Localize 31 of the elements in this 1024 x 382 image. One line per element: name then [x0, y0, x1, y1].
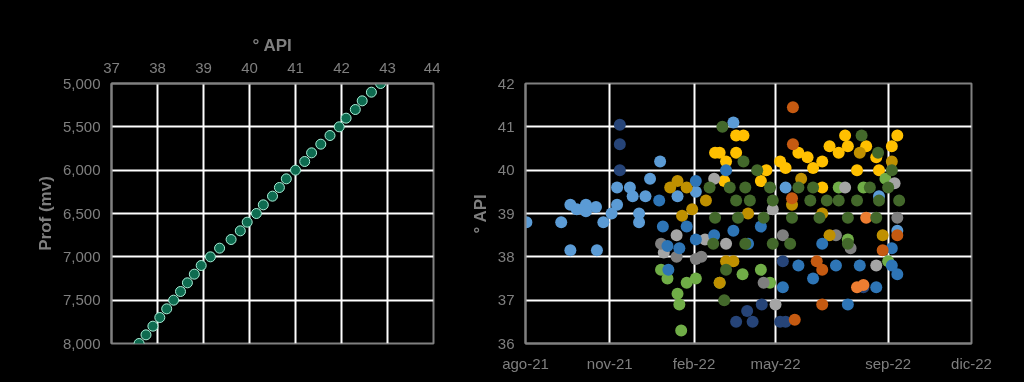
- y-tick-label: 41: [497, 117, 515, 135]
- x-tick-label: 43: [379, 58, 396, 76]
- x-tick-label: 40: [241, 58, 258, 76]
- y-tick-label: 6,000: [62, 161, 101, 179]
- y-tick-label: 40: [497, 161, 515, 179]
- x-tick-label: dic-22: [951, 354, 992, 372]
- y-tick-label: 5,500: [62, 117, 101, 135]
- x-tick-label: 41: [287, 58, 304, 76]
- x-axis-title: ° API: [252, 35, 292, 55]
- x-tick-label: 39: [195, 58, 212, 76]
- x-tick-label: 38: [149, 58, 166, 76]
- y-tick-label: 37: [497, 291, 515, 309]
- y-tick-label: 6,500: [62, 204, 101, 222]
- x-tick-label: feb-22: [672, 354, 716, 372]
- x-tick-label: 44: [423, 58, 441, 76]
- y-tick-label: 7,500: [62, 291, 101, 309]
- y-tick-label: 5,000: [62, 74, 101, 92]
- y-axis-title: ° API: [470, 194, 490, 234]
- x-tick-label: ago-21: [502, 354, 549, 372]
- y-tick-label: 36: [497, 334, 515, 352]
- x-tick-label: 42: [333, 58, 350, 76]
- y-tick-label: 38: [497, 247, 515, 265]
- x-tick-label: sep-22: [865, 354, 912, 372]
- x-tick-label: 37: [103, 58, 120, 76]
- y-tick-label: 8,000: [62, 334, 101, 352]
- x-tick-label: may-22: [750, 354, 801, 372]
- y-tick-label: 39: [497, 204, 515, 222]
- x-tick-label: nov-21: [586, 354, 633, 372]
- y-axis-title: Prof (mv): [35, 176, 55, 251]
- y-tick-label: 42: [497, 74, 515, 92]
- y-tick-label: 7,000: [62, 247, 101, 265]
